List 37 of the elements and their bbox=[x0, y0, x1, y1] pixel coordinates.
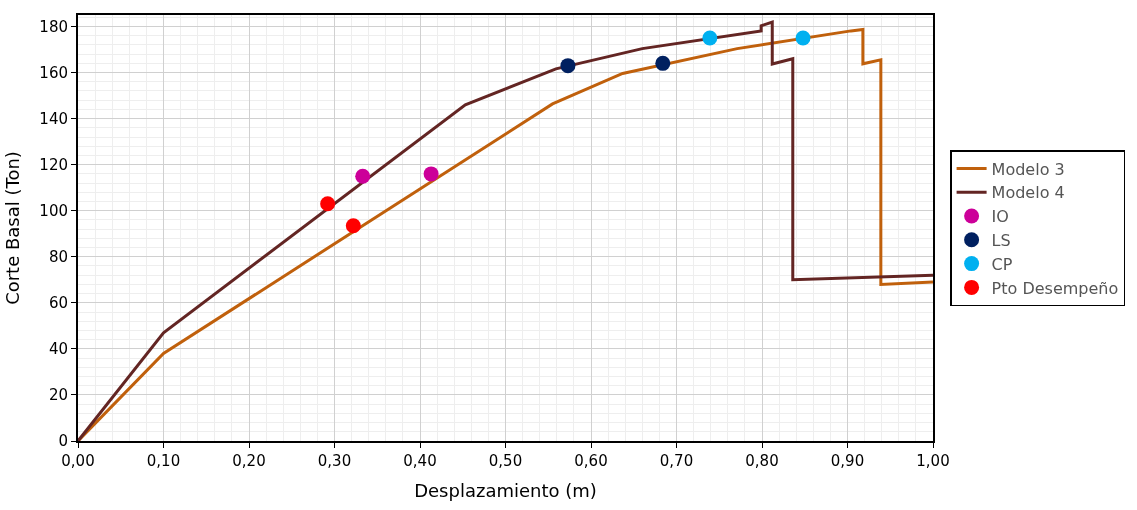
legend-label: Modelo 4 bbox=[991, 183, 1065, 203]
point bbox=[423, 166, 439, 182]
x-axis-title: Desplazamiento (m) bbox=[414, 479, 597, 501]
y-tick-label: 80 bbox=[48, 248, 68, 267]
y-tick-label: 60 bbox=[48, 294, 68, 313]
y-tick-label: 120 bbox=[39, 155, 68, 174]
point bbox=[655, 55, 671, 71]
x-tick-label: 1,00 bbox=[916, 452, 950, 470]
x-tick-label: 0,60 bbox=[574, 452, 608, 470]
legend-label: LS bbox=[991, 231, 1011, 251]
y-tick-label: 0 bbox=[58, 432, 68, 451]
y-tick-label: 100 bbox=[39, 201, 68, 220]
point bbox=[702, 30, 718, 46]
y-tick-label: 20 bbox=[48, 386, 68, 405]
x-tick-label: 0,20 bbox=[232, 452, 266, 470]
legend-label: CP bbox=[991, 254, 1013, 274]
x-tick-label: 0,50 bbox=[488, 452, 523, 470]
x-tick-label: 0,80 bbox=[745, 452, 779, 470]
x-tick-label: 0,30 bbox=[317, 452, 352, 470]
point bbox=[320, 196, 336, 212]
legend-label: Pto Desempeño bbox=[991, 278, 1119, 298]
point bbox=[345, 218, 361, 234]
x-tick-label: 0,70 bbox=[659, 452, 694, 470]
x-tick-label: 0,10 bbox=[146, 452, 181, 470]
point bbox=[560, 58, 576, 74]
x-tick-label: 0,90 bbox=[830, 452, 865, 470]
point bbox=[795, 30, 811, 46]
y-axis-title: Corte Basal (Ton) bbox=[2, 151, 24, 305]
y-tick-label: 40 bbox=[48, 340, 68, 359]
x-tick-label: 0,00 bbox=[61, 452, 95, 470]
y-tick-label: 180 bbox=[39, 17, 68, 36]
point bbox=[355, 168, 371, 184]
y-tick-label: 140 bbox=[39, 109, 68, 128]
x-tick-label: 0,40 bbox=[403, 452, 437, 470]
legend-label: IO bbox=[991, 207, 1009, 227]
legend-label: Modelo 3 bbox=[991, 159, 1065, 179]
y-tick-label: 160 bbox=[39, 63, 68, 82]
